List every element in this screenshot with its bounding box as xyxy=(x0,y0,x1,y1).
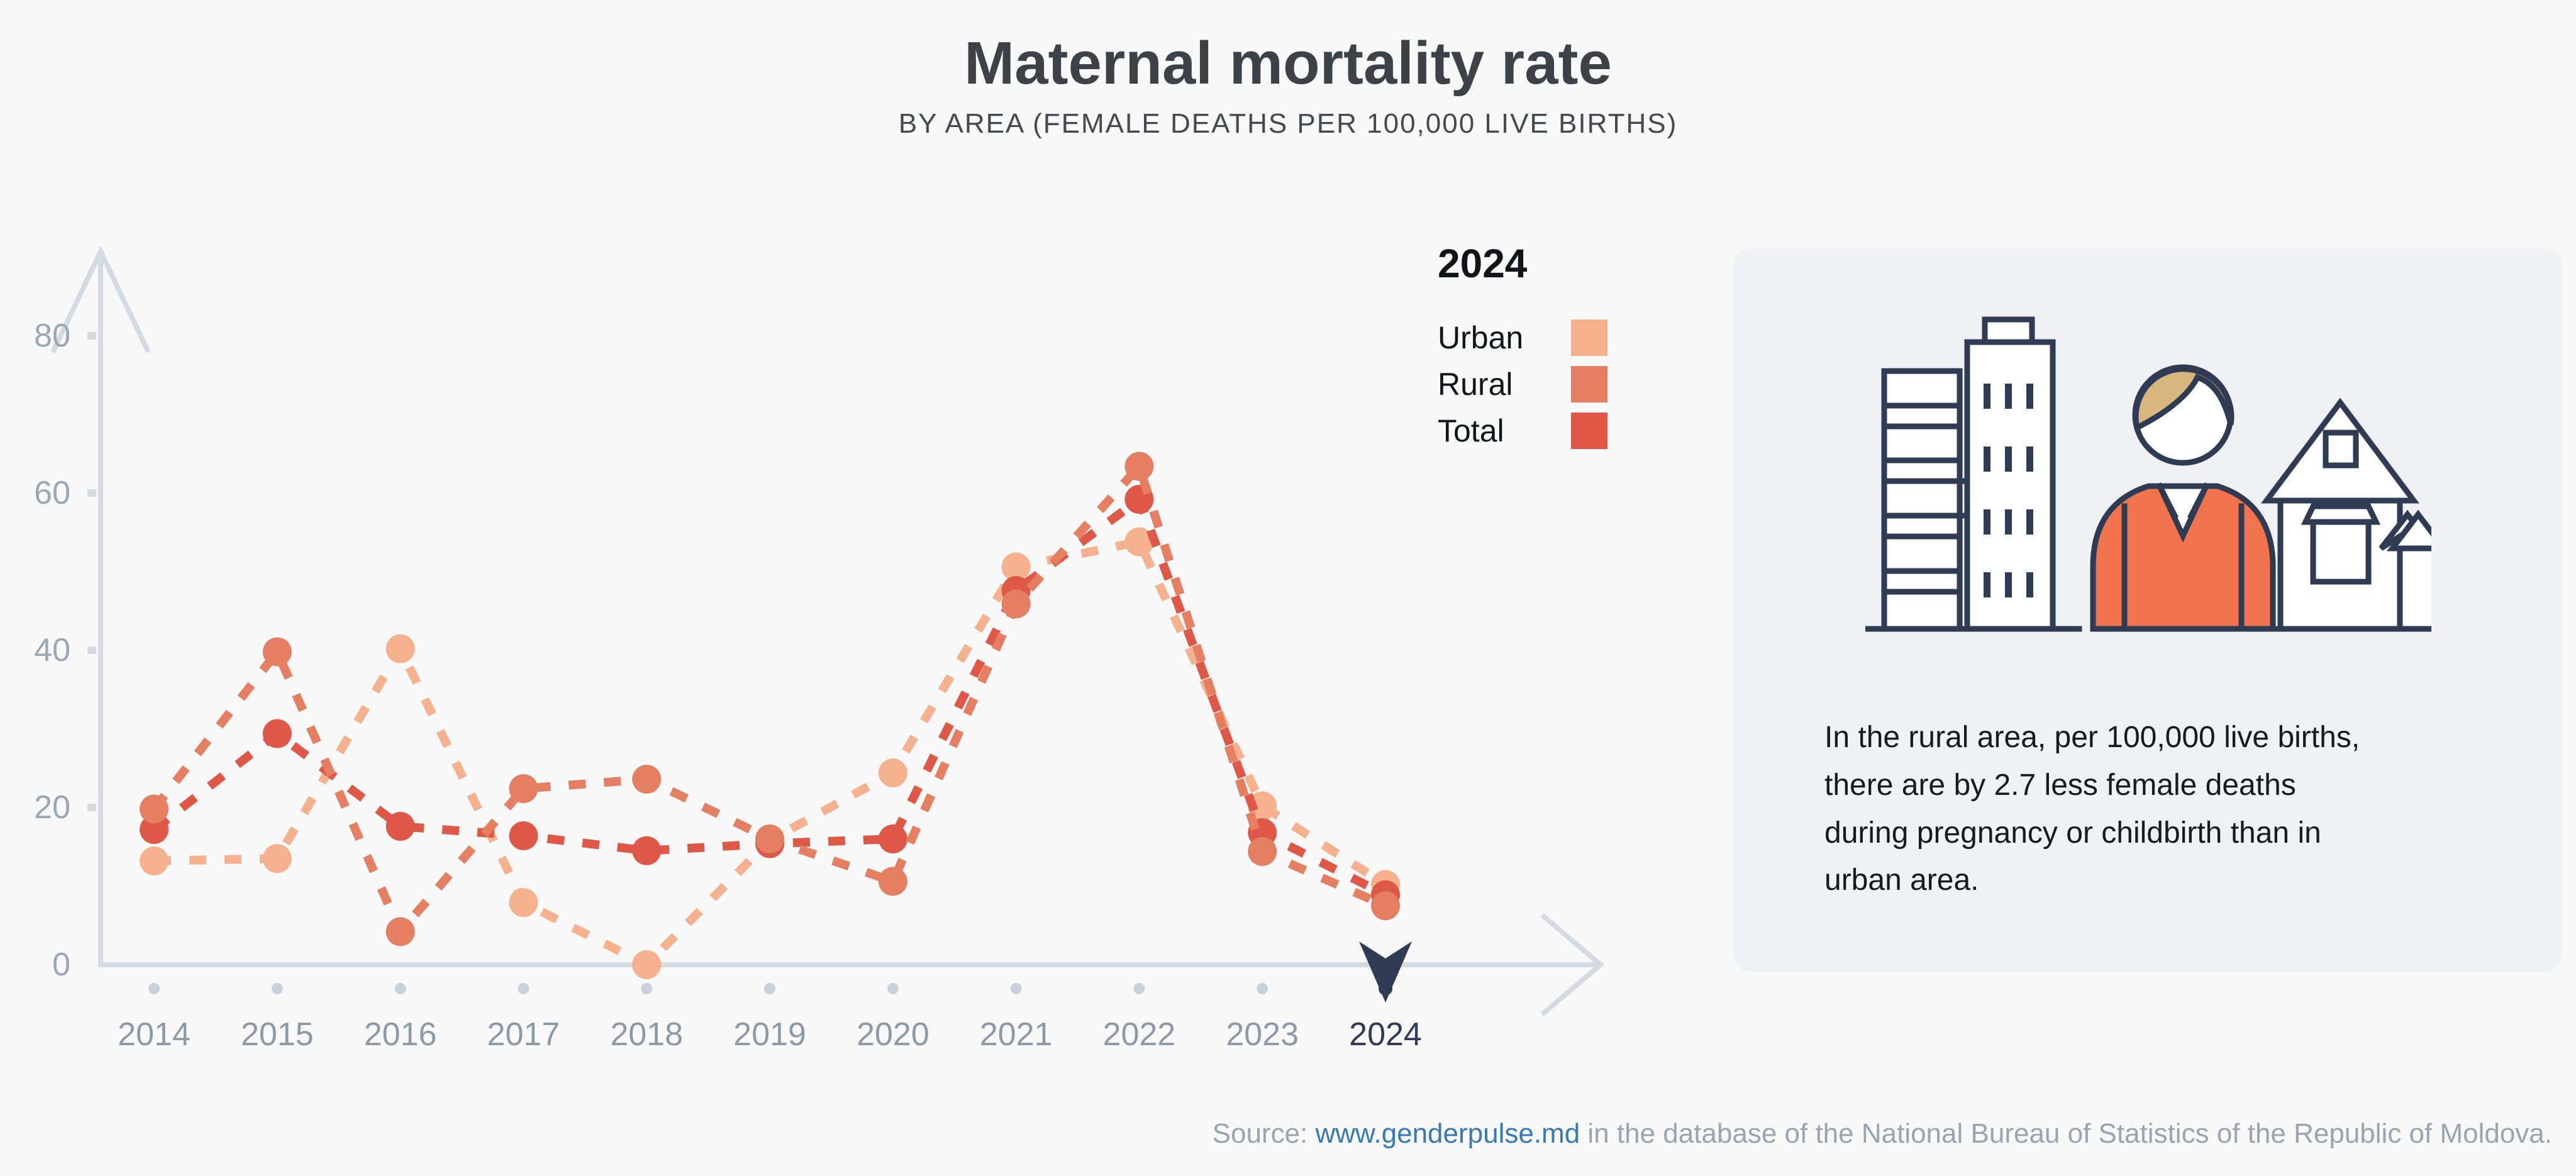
data-point-total-2018[interactable] xyxy=(632,836,662,865)
legend-swatch-rural[interactable] xyxy=(1571,366,1607,402)
series-line-urban xyxy=(153,536,1388,970)
year-tick-dot-2023[interactable] xyxy=(1257,983,1269,994)
building-striped-icon xyxy=(1881,368,1968,632)
year-tick-dot-2018[interactable] xyxy=(641,983,653,994)
data-point-total-2017[interactable] xyxy=(509,821,538,850)
year-label-2023: 2023 xyxy=(1226,1016,1299,1053)
y-tick-label-80: 80 xyxy=(34,318,70,354)
data-point-rural-2024[interactable] xyxy=(1371,891,1400,921)
woman-icon xyxy=(2090,364,2276,632)
data-point-urban-2015[interactable] xyxy=(262,844,292,874)
legend-label: Total xyxy=(1438,413,1504,448)
data-point-total-2014[interactable] xyxy=(140,815,169,844)
y-tick-80 xyxy=(87,332,96,340)
data-point-rural-2014[interactable] xyxy=(140,794,169,824)
year-tick-dot-2019[interactable] xyxy=(764,983,775,994)
legend-selected-year: 2024 xyxy=(1438,241,1528,286)
legend-swatch-total[interactable] xyxy=(1571,413,1607,449)
year-tick-dot-2015[interactable] xyxy=(271,983,283,994)
village-house-icon xyxy=(2261,397,2431,632)
y-tick-label-40: 40 xyxy=(34,632,70,668)
data-point-total-2016[interactable] xyxy=(386,812,415,841)
y-tick-label-60: 60 xyxy=(34,475,70,511)
building-tower-icon xyxy=(1964,316,2056,632)
legend-item-total[interactable]: Total xyxy=(1438,413,1652,449)
data-point-rural-2015[interactable] xyxy=(262,637,292,667)
data-point-urban-2021[interactable] xyxy=(1001,552,1031,582)
y-tick-20 xyxy=(87,804,96,811)
data-point-urban-2017[interactable] xyxy=(509,888,538,918)
data-point-total-2015[interactable] xyxy=(262,719,292,748)
year-label-2017: 2017 xyxy=(487,1016,560,1053)
y-tick-label-20: 20 xyxy=(34,789,70,826)
data-point-rural-2018[interactable] xyxy=(632,765,662,794)
page-subtitle: BY AREA (FEMALE DEATHS PER 100,000 LIVE … xyxy=(898,108,1678,139)
year-label-2021: 2021 xyxy=(980,1016,1053,1053)
y-axis-arrow-icon xyxy=(50,245,151,353)
year-tick-dot-2014[interactable] xyxy=(148,983,160,994)
source-line: Source: www.genderpulse.md in the databa… xyxy=(0,1118,2552,1150)
legend-item-rural[interactable]: Rural xyxy=(1438,366,1652,402)
year-label-2014: 2014 xyxy=(118,1016,191,1053)
legend-swatch-urban[interactable] xyxy=(1571,319,1607,356)
data-point-urban-2022[interactable] xyxy=(1124,527,1154,557)
urban-rural-illustration-icon xyxy=(1865,316,2431,632)
legend-label: Rural xyxy=(1438,367,1513,402)
data-point-urban-2014[interactable] xyxy=(140,846,169,875)
year-label-2015: 2015 xyxy=(241,1016,314,1053)
data-point-rural-2022[interactable] xyxy=(1124,452,1154,481)
y-tick-40 xyxy=(87,646,96,654)
info-card-text: In the rural area, per 100,000 live birt… xyxy=(1824,721,2360,897)
data-point-urban-2016[interactable] xyxy=(386,634,415,663)
data-point-rural-2019[interactable] xyxy=(755,824,784,853)
data-point-urban-2023[interactable] xyxy=(1248,791,1277,821)
year-label-2024: 2024 xyxy=(1349,1016,1422,1053)
legend: 2024 Urban Rural Total xyxy=(1438,240,1652,449)
data-point-rural-2023[interactable] xyxy=(1248,837,1277,866)
year-tick-dot-2016[interactable] xyxy=(394,983,406,994)
data-point-rural-2016[interactable] xyxy=(386,917,415,946)
year-label-2019: 2019 xyxy=(733,1016,806,1053)
year-label-2018: 2018 xyxy=(610,1016,683,1053)
source-suffix: in the database of the National Bureau o… xyxy=(1580,1118,2552,1149)
series-line-rural xyxy=(150,457,1387,940)
y-tick-60 xyxy=(87,489,96,497)
year-tick-dot-2022[interactable] xyxy=(1133,983,1145,994)
data-point-rural-2020[interactable] xyxy=(878,867,908,896)
year-tick-dot-2021[interactable] xyxy=(1010,983,1022,994)
page-title: Maternal mortality rate xyxy=(964,30,1612,97)
source-link[interactable]: www.genderpulse.md xyxy=(1315,1118,1580,1149)
data-point-rural-2021[interactable] xyxy=(1001,589,1031,619)
year-label-2020: 2020 xyxy=(857,1016,930,1053)
x-axis-arrow-icon xyxy=(1540,913,1605,1017)
legend-item-urban[interactable]: Urban xyxy=(1438,319,1652,356)
data-point-urban-2018[interactable] xyxy=(632,950,662,979)
data-point-rural-2017[interactable] xyxy=(509,774,538,803)
year-label-2016: 2016 xyxy=(364,1016,437,1053)
year-tick-dot-2017[interactable] xyxy=(518,983,530,994)
data-point-urban-2020[interactable] xyxy=(878,758,908,787)
year-tick-dot-2020[interactable] xyxy=(887,983,899,994)
selected-year-marker-icon[interactable] xyxy=(1359,941,1412,1002)
y-tick-label-0: 0 xyxy=(52,946,70,983)
legend-label: Urban xyxy=(1438,320,1524,355)
data-point-total-2020[interactable] xyxy=(878,824,908,853)
info-card: In the rural area, per 100,000 live birt… xyxy=(1733,248,2562,972)
year-label-2022: 2022 xyxy=(1103,1016,1176,1053)
source-prefix: Source: xyxy=(1212,1118,1316,1149)
